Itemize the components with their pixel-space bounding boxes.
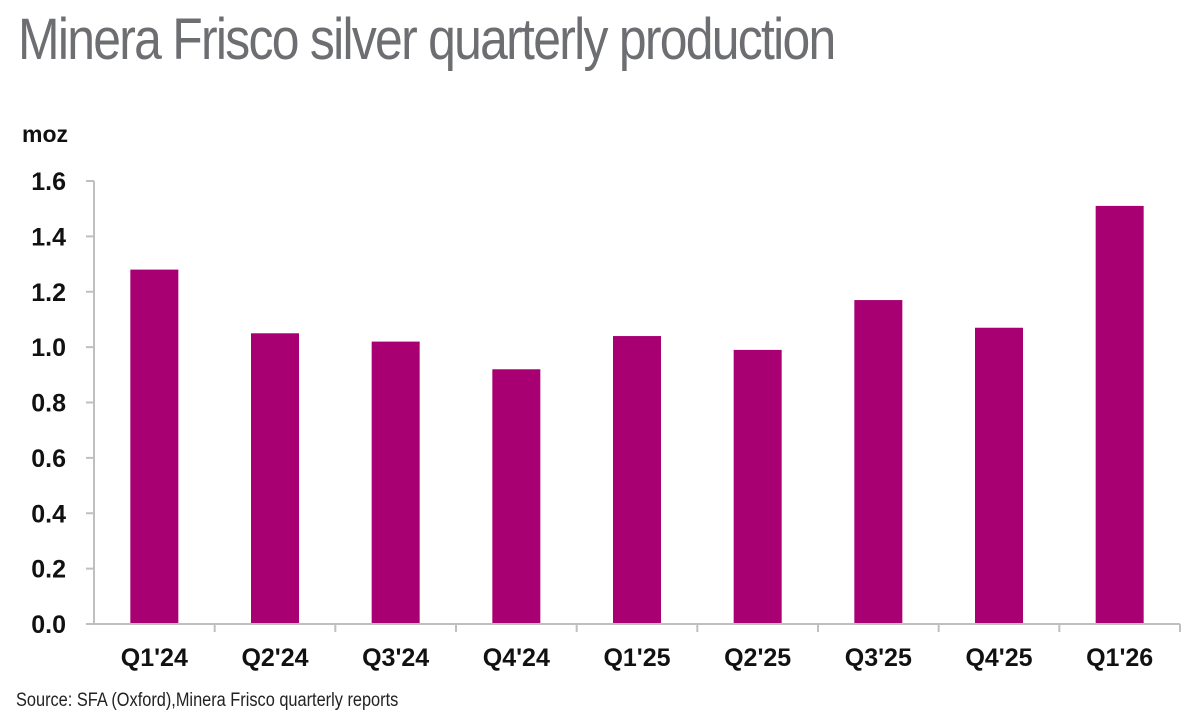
x-category-label: Q1'26	[1086, 644, 1153, 672]
y-axis-unit-label: moz	[22, 121, 68, 147]
bar	[733, 349, 782, 624]
y-tick-label: 0.4	[31, 500, 66, 528]
y-tick-label: 0.0	[31, 611, 66, 639]
bar	[975, 327, 1023, 624]
source-note: Source: SFA (Oxford),Minera Frisco quart…	[16, 690, 399, 711]
x-category-label: Q1'24	[121, 644, 188, 672]
x-axis-categories: Q1'24 Q2'24 Q3'24 Q4'24 Q1'25 Q2'25 Q3'25 Q4'25…	[121, 624, 1181, 672]
bar	[130, 269, 179, 624]
y-tick-label: 0.6	[31, 445, 66, 473]
x-category-label: Q1'25	[603, 644, 670, 672]
y-tick-label: 1.4	[31, 223, 66, 251]
x-category-label: Q2'25	[724, 644, 791, 672]
y-tick-label: 0.8	[31, 390, 66, 418]
bar	[492, 369, 541, 624]
x-category-label: Q4'24	[483, 644, 550, 672]
bar	[1095, 205, 1144, 624]
y-tick-label: 1.0	[31, 334, 66, 362]
bar	[251, 333, 299, 624]
bars	[130, 205, 1144, 624]
bar	[854, 300, 903, 624]
bar	[613, 336, 661, 624]
x-category-label: Q2'24	[241, 644, 308, 672]
x-category-label: Q3'25	[845, 644, 912, 672]
x-category-label: Q3'24	[362, 644, 429, 672]
y-tick-label: 0.2	[31, 556, 66, 584]
bar	[371, 341, 420, 624]
y-tick-label: 1.6	[31, 168, 66, 196]
x-category-label: Q4'25	[965, 644, 1032, 672]
y-tick-label: 1.2	[31, 279, 66, 307]
y-axis-ticks: 0.0 0.2 0.4 0.6 0.8 1.0 1.2 1.4 1.6	[31, 168, 94, 639]
chart-title: Minera Frisco silver quarterly productio…	[18, 7, 836, 72]
